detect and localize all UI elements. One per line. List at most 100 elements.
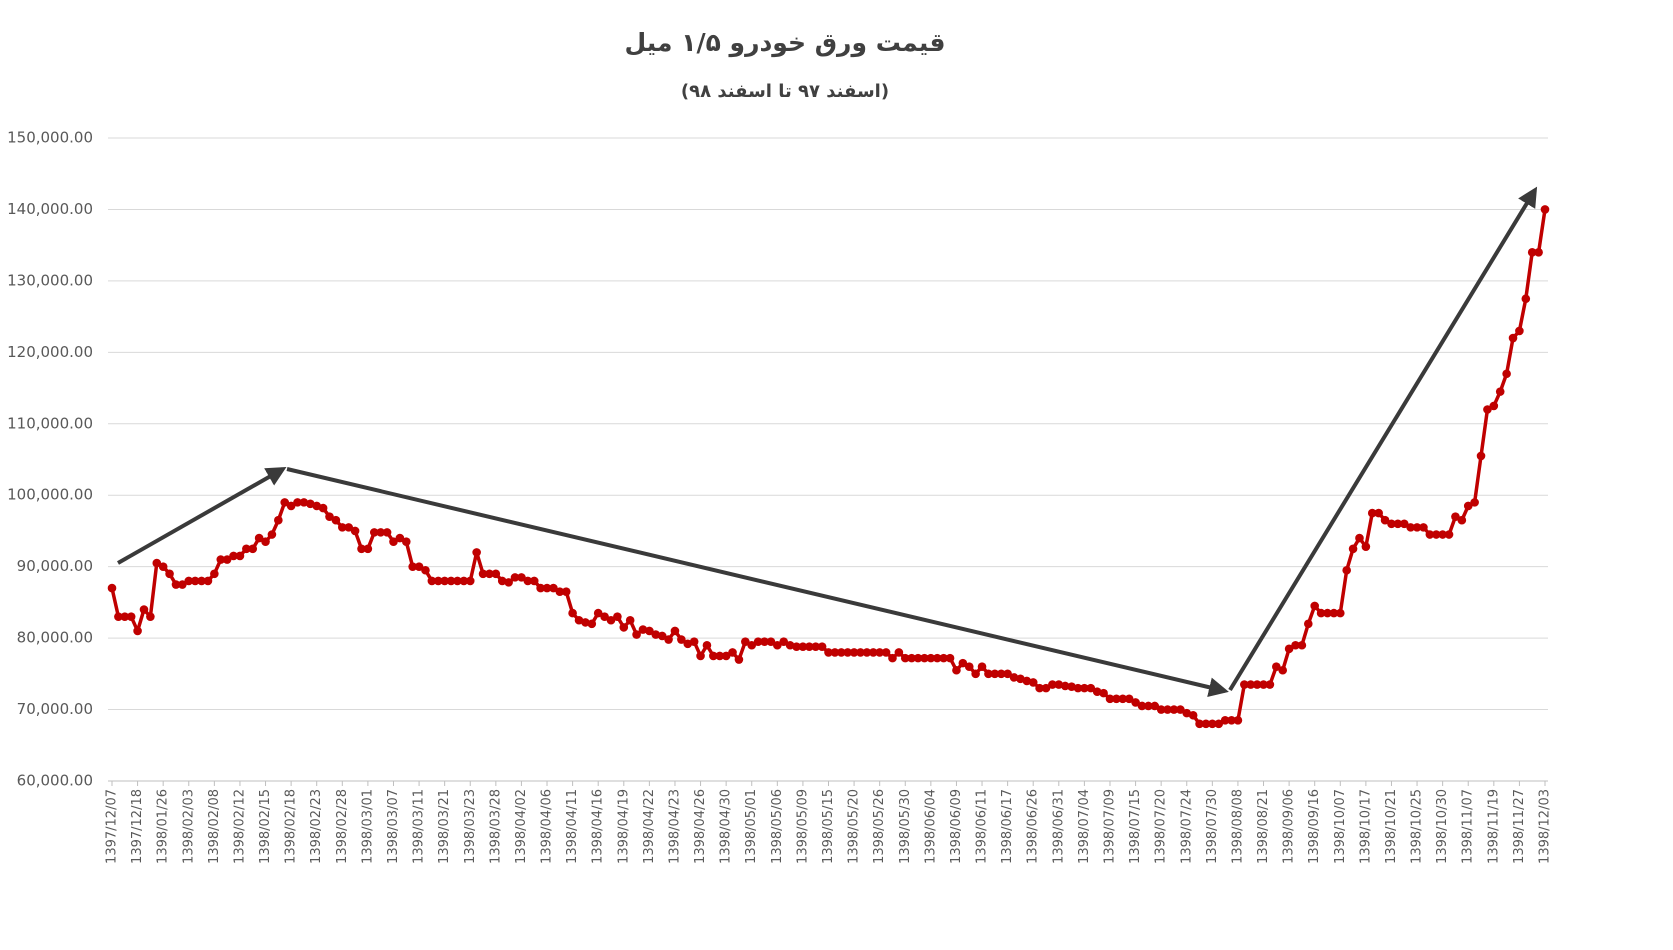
data-point [721,651,731,661]
y-tick-label: 60,000.00 [17,772,93,790]
data-point [1131,698,1140,707]
data-point [325,512,334,521]
data-point [753,637,763,646]
data-point [1438,530,1447,539]
x-tick-label: 1398/01/26 [156,789,171,864]
data-point [1515,326,1524,336]
data-point [1412,523,1422,532]
data-point [651,630,661,639]
arrow [117,467,287,565]
x-tick-label: 1398/02/12 [232,789,247,864]
data-point [1483,405,1492,414]
data-point [510,573,520,582]
x-tick-label: 1398/05/30 [898,789,913,864]
data-point [1316,608,1326,618]
data-point [811,642,821,651]
data-point [1259,680,1268,689]
data-point [587,619,597,629]
data-point [401,537,411,546]
data-point [1188,710,1198,720]
x-tick-label: 1398/02/28 [335,789,350,864]
data-point [1144,701,1153,711]
x-tick-label: 1398/11/27 [1512,789,1527,864]
data-point [824,648,833,657]
x-tick-label: 1398/10/21 [1384,789,1399,864]
data-point [1451,512,1460,521]
data-point [645,626,654,636]
data-point [331,515,341,525]
data-point [958,658,968,668]
x-tick-label: 1398/04/11 [565,789,580,864]
data-point [1118,694,1128,704]
data-point [1393,519,1403,529]
data-point [1009,673,1019,682]
data-point [165,569,174,579]
data-point [1073,683,1083,693]
data-point [817,642,827,651]
data-point [760,637,769,646]
data-point [1425,530,1435,539]
data-point [261,537,270,546]
data-point [1124,694,1134,704]
x-tick-label: 1397/12/18 [130,789,145,864]
data-point [555,587,565,596]
y-tick-label: 140,000.00 [7,200,93,218]
data-point [581,618,590,627]
data-point [414,562,424,571]
data-point [1272,662,1281,671]
x-tick-label: 1398/10/30 [1435,789,1450,864]
data-point [152,558,162,568]
data-point [734,655,744,664]
data-point [549,583,558,593]
y-tick-label: 110,000.00 [7,414,93,432]
data-point [1022,676,1032,686]
x-tick-label: 1398/04/19 [616,789,631,864]
data-point [1099,688,1108,698]
data-point [1489,401,1499,411]
x-tick-label: 1398/08/08 [1230,789,1245,864]
x-tick-label: 1398/04/23 [667,789,682,864]
data-point [1252,680,1262,689]
data-point [952,665,961,675]
x-tick-label: 1398/11/07 [1461,789,1476,864]
x-tick-label: 1397/12/07 [105,789,120,864]
data-point [1335,608,1345,618]
y-tick-label: 70,000.00 [17,700,93,718]
data-point [1086,683,1096,693]
x-tick-label: 1398/03/23 [463,789,478,864]
data-point [1246,680,1256,689]
data-point [843,648,852,657]
data-point [773,640,782,650]
data-point [504,578,513,587]
x-tick-label: 1398/07/09 [1102,789,1117,864]
data-point [1303,619,1313,629]
trend-arrows [117,186,1538,698]
data-point [478,569,488,579]
x-tick-label: 1398/10/17 [1358,789,1373,864]
data-point [1310,601,1319,611]
data-point [920,653,929,663]
data-point [350,526,360,536]
data-point [862,648,872,657]
data-point [1527,248,1537,257]
data-point [600,612,609,621]
data-point [529,576,539,586]
data-point [868,648,878,657]
data-point [1092,687,1102,696]
data-point [1323,608,1332,618]
data-point [881,648,891,657]
data-point [766,637,776,646]
data-point [1329,608,1339,618]
data-point [1137,701,1147,711]
data-point [107,583,117,593]
y-tick-label: 120,000.00 [7,343,93,361]
data-point [792,642,801,651]
data-point [1470,498,1479,507]
x-tick-label: 1398/06/31 [1051,789,1066,864]
data-point [568,608,577,618]
data-point [945,653,955,663]
data-point [229,551,238,561]
data-point [715,651,725,661]
data-point [453,576,462,586]
data-point [1278,665,1288,675]
